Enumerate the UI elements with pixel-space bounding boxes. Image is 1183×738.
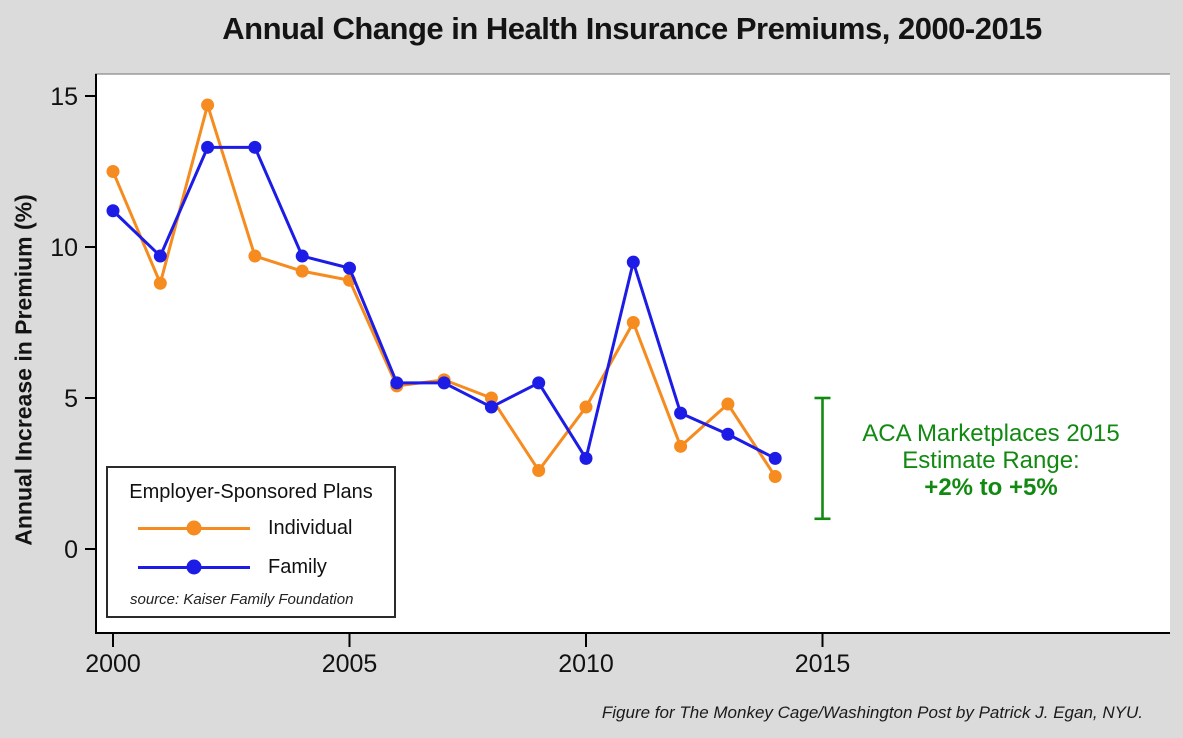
data-point-family-2008 <box>484 400 498 414</box>
y-tick-label: 5 <box>64 385 78 413</box>
x-tick-label: 2000 <box>85 650 141 678</box>
data-point-family-2005 <box>343 261 356 275</box>
data-point-individual-2001 <box>153 276 167 290</box>
legend-label-family: Family <box>268 555 327 578</box>
data-point-family-2011 <box>626 255 640 269</box>
data-point-individual-2010 <box>579 400 593 414</box>
data-point-family-2012 <box>674 406 688 420</box>
data-point-family-2013 <box>721 427 735 441</box>
data-point-individual-2000 <box>106 165 120 178</box>
data-point-individual-2003 <box>248 249 262 263</box>
data-point-individual-2004 <box>295 264 309 278</box>
data-point-individual-2014 <box>768 470 782 484</box>
x-tick-label: 2010 <box>558 650 614 678</box>
family-swatch-dot <box>186 559 202 575</box>
data-point-family-2006 <box>390 376 404 390</box>
annotation-line-1: ACA Marketplaces 2015 <box>862 420 1120 447</box>
data-point-family-2002 <box>201 140 215 154</box>
chart-title: Annual Change in Health Insurance Premiu… <box>222 11 1042 46</box>
y-tick-label: 15 <box>50 83 78 111</box>
legend-item-individual: Individual <box>138 515 353 541</box>
data-point-family-2009 <box>532 376 546 390</box>
data-point-family-2004 <box>295 249 309 263</box>
legend-source-note: source: Kaiser Family Foundation <box>130 591 354 608</box>
individual-series-swatch <box>138 520 250 536</box>
y-tick-label: 0 <box>64 536 78 564</box>
series-line-individual <box>111 103 777 478</box>
legend-label-individual: Individual <box>268 516 353 539</box>
data-point-individual-2002 <box>201 98 215 112</box>
family-series-swatch <box>138 559 250 575</box>
data-point-family-2007 <box>437 376 451 390</box>
legend-title: Employer-Sponsored Plans <box>129 481 373 503</box>
annotation-line-2: Estimate Range: <box>902 447 1080 474</box>
data-point-individual-2012 <box>674 439 688 453</box>
data-point-family-2010 <box>579 451 593 465</box>
legend-item-family: Family <box>138 554 327 580</box>
figure-credit: Figure for The Monkey Cage/Washington Po… <box>601 703 1143 722</box>
data-point-individual-2011 <box>626 316 640 329</box>
individual-swatch-dot <box>186 520 202 536</box>
y-tick-label: 10 <box>50 234 78 262</box>
x-tick-label: 2005 <box>322 650 378 678</box>
data-point-family-2014 <box>768 451 782 465</box>
data-point-individual-2008 <box>484 391 498 405</box>
data-point-family-2001 <box>153 249 167 263</box>
data-point-family-2000 <box>106 204 120 218</box>
aca-annotation: ACA Marketplaces 2015 Estimate Range: +2… <box>854 420 1128 501</box>
data-point-individual-2013 <box>721 397 735 411</box>
data-point-individual-2009 <box>532 463 546 477</box>
x-tick-label: 2015 <box>795 650 851 678</box>
legend-box: Employer-Sponsored Plans Individual Fami… <box>106 466 396 618</box>
data-point-family-2003 <box>248 140 262 154</box>
annotation-line-3: +2% to +5% <box>924 474 1058 501</box>
